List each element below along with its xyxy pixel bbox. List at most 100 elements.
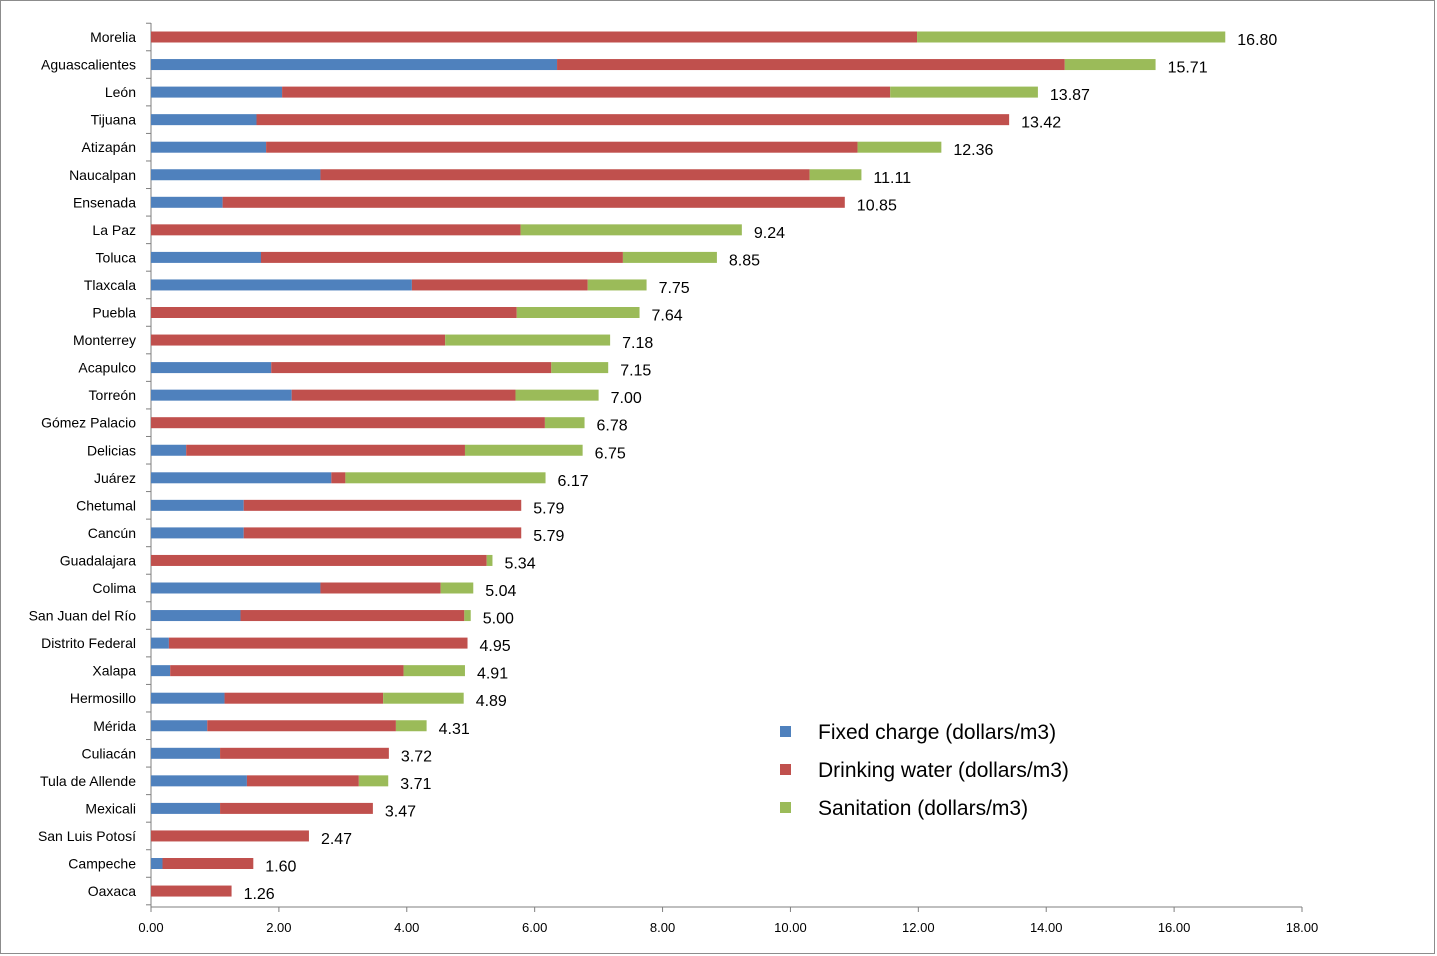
bar-fixed-charge-delicias [151,444,187,456]
bar-drinking-water-aguascalientes [557,59,1065,71]
category-label-aguascalientes: Aguascalientes [41,57,136,73]
bar-sanitation-gomez-palacio [544,417,585,429]
bar-fixed-charge-mexicali [151,802,221,814]
bar-fixed-charge-acapulco [151,362,272,374]
category-label-culiacan: Culiacán [82,745,136,761]
total-label-distrito-federal: 4.95 [480,638,511,655]
category-label-monterrey: Monterrey [73,332,136,348]
bar-drinking-water-monterrey [151,334,446,346]
category-label-distrito-federal: Distrito Federal [41,635,136,651]
category-label-morelia: Morelia [90,29,136,45]
category-label-puebla: Puebla [92,305,136,321]
bar-drinking-water-la-paz [151,224,521,236]
bar-fixed-charge-culiacan [151,747,221,759]
bar-drinking-water-puebla [151,307,517,318]
category-label-oaxaca: Oaxaca [88,883,136,899]
bar-sanitation-merida [395,720,427,732]
bar-fixed-charge-toluca [151,251,261,263]
bar-drinking-water-leon [282,86,891,98]
x-tick-label: 12.00 [902,920,935,935]
total-label-campeche: 1.60 [265,859,296,876]
total-label-delicias: 6.75 [595,445,626,462]
category-label-campeche: Campeche [68,856,136,872]
bar-sanitation-hermosillo [383,692,464,704]
bar-drinking-water-gomez-palacio [151,417,545,429]
legend-swatch-sanitation [780,802,791,813]
total-label-merida: 4.31 [439,721,470,738]
bar-sanitation-puebla [516,307,640,318]
category-label-guadalajara: Guadalajara [60,552,136,568]
legend-label-drinking-water: Drinking water (dollars/m3) [818,759,1069,782]
total-label-naucalpan: 11.11 [873,170,911,187]
legend-swatch-fixed-charge [780,726,791,737]
total-label-morelia: 16.80 [1237,32,1277,49]
bar-sanitation-torreon [515,389,599,401]
total-label-hermosillo: 4.89 [476,693,507,710]
total-label-colima: 5.04 [485,583,516,600]
total-label-gomez-palacio: 6.78 [597,418,628,435]
category-label-gomez-palacio: Gómez Palacio [41,415,136,431]
bar-sanitation-leon [890,86,1038,98]
total-label-chetumal: 5.79 [533,500,564,517]
bar-fixed-charge-merida [151,720,208,732]
total-label-toluca: 8.85 [729,252,760,269]
total-label-atizapan: 12.36 [953,142,993,159]
x-tick-label: 18.00 [1286,920,1319,935]
category-label-merida: Mérida [93,718,136,734]
bar-drinking-water-san-juan-del-rio [240,610,465,622]
bar-drinking-water-guadalajara [151,554,487,566]
category-label-xalapa: Xalapa [92,663,136,679]
x-tick-label: 14.00 [1030,920,1063,935]
category-label-san-luis-potosi: San Luis Potosí [38,828,136,844]
total-label-oaxaca: 1.26 [244,886,275,903]
bar-sanitation-atizapan [857,141,942,153]
total-label-puebla: 7.64 [652,308,683,325]
x-tick-label: 4.00 [394,920,419,935]
category-label-ensenada: Ensenada [73,194,136,210]
bar-drinking-water-colima [320,582,441,594]
bar-fixed-charge-tula-de-allende [151,775,247,787]
category-label-san-juan-del-rio: San Juan del Río [29,608,137,624]
bar-fixed-charge-distrito-federal [151,637,169,649]
bar-sanitation-morelia [917,31,1226,43]
total-label-mexicali: 3.47 [385,803,416,820]
bar-drinking-water-naucalpan [320,169,810,181]
total-label-san-luis-potosi: 2.47 [321,831,352,848]
total-label-aguascalientes: 15.71 [1168,60,1208,77]
bar-drinking-water-tlaxcala [411,279,588,291]
bar-sanitation-delicias [464,444,583,456]
bar-sanitation-aguascalientes [1064,59,1156,71]
bar-drinking-water-morelia [151,31,918,43]
bar-fixed-charge-aguascalientes [151,59,558,71]
bar-sanitation-tula-de-allende [358,775,389,787]
total-label-culiacan: 3.72 [401,748,432,765]
bar-fixed-charge-san-juan-del-rio [151,610,241,622]
category-label-chetumal: Chetumal [76,497,136,513]
category-label-colima: Colima [92,580,136,596]
bar-drinking-water-tijuana [256,114,1010,126]
bar-sanitation-colima [440,582,474,594]
category-label-cancun: Cancún [88,525,136,541]
bar-sanitation-acapulco [551,362,609,374]
bar-fixed-charge-naucalpan [151,169,321,181]
total-label-cancun: 5.79 [533,528,564,545]
bar-fixed-charge-tlaxcala [151,279,412,291]
bar-drinking-water-ensenada [222,196,845,208]
category-label-mexicali: Mexicali [85,800,136,816]
total-label-la-paz: 9.24 [754,225,785,242]
total-label-tlaxcala: 7.75 [659,280,690,297]
total-label-acapulco: 7.15 [620,363,651,380]
x-tick-label: 2.00 [266,920,291,935]
bar-drinking-water-atizapan [266,141,858,153]
bar-fixed-charge-cancun [151,527,244,539]
bar-sanitation-tlaxcala [587,279,647,291]
category-label-tlaxcala: Tlaxcala [84,277,136,293]
category-label-torreon: Torreón [89,387,136,403]
x-tick-label: 16.00 [1158,920,1191,935]
total-label-ensenada: 10.85 [857,197,897,214]
x-tick-label: 10.00 [774,920,807,935]
category-label-acapulco: Acapulco [78,360,136,376]
total-label-tula-de-allende: 3.71 [400,776,431,793]
bar-fixed-charge-colima [151,582,321,594]
category-label-tula-de-allende: Tula de Allende [40,773,136,789]
